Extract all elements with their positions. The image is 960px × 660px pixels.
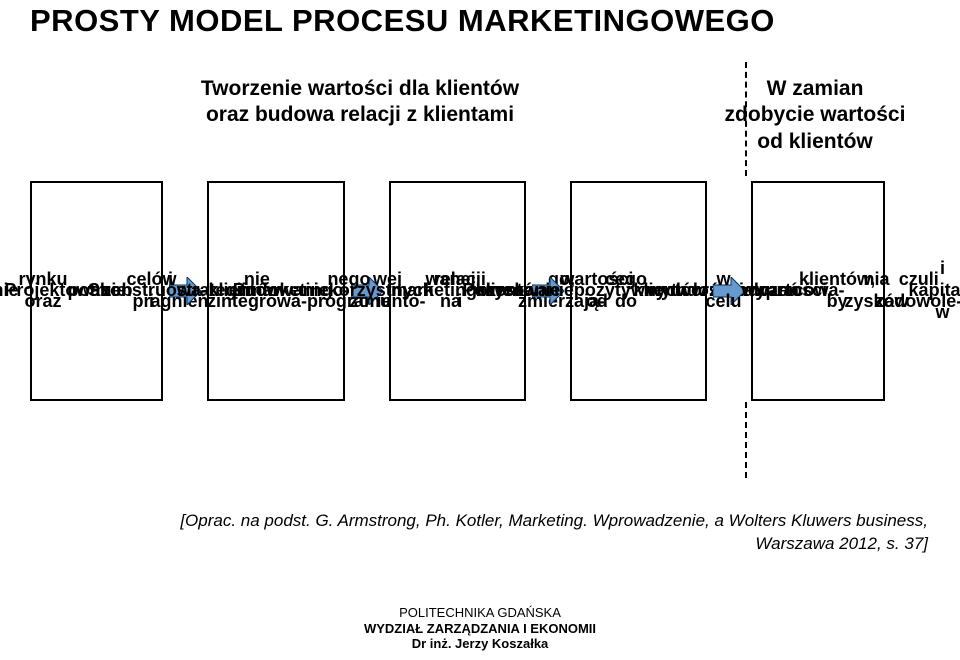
subtitle-left-l1: Tworzenie wartości dla klientów: [201, 77, 519, 100]
citation-l1: [Oprac. na podst. G. Armstrong, Ph. Kotl…: [180, 511, 928, 530]
box-line: wartości od: [560, 269, 633, 313]
citation: [Oprac. na podst. G. Armstrong, Ph. Kotl…: [180, 510, 928, 556]
footer-l2: WYDZIAŁ ZARZĄDZANIA I EKONOMII: [0, 621, 960, 637]
box-line: klientów: [633, 280, 705, 302]
box-line: i kapitału w: [909, 258, 960, 324]
flow-row: Zrozumienierynku orazpotrzebi pragnieńkl…: [30, 181, 930, 401]
box-line: Skonstruowa-: [88, 280, 207, 302]
subtitle-right: W zamian zdobycie wartości od klientów: [640, 76, 930, 155]
subtitle-right-l3: od klientów: [757, 130, 873, 153]
page: PROSTY MODEL PROCESU MARKETINGOWEGO Twor…: [0, 0, 960, 660]
subtitle-left-l2: oraz budowa relacji z klientami: [206, 103, 514, 126]
box-5: Pozyskaniewartości odklientóww celuwypra…: [751, 181, 885, 401]
divider-dash-bottom: [745, 402, 747, 478]
subtitle-left: Tworzenie wartości dla klientów oraz bud…: [30, 76, 640, 155]
footer: POLITECHNIKA GDAŃSKA WYDZIAŁ ZARZĄDZANIA…: [0, 605, 960, 652]
citation-l2: Warszawa 2012, s. 37]: [755, 534, 928, 553]
box-line: wypracowa-: [741, 280, 844, 302]
subtitle-right-l2: zdobycie wartości: [725, 103, 906, 126]
subtitle-right-l1: W zamian: [767, 77, 864, 100]
box-line: Budowanie: [233, 280, 329, 302]
divider-dash-top: [745, 62, 747, 176]
box-line: korzystnych: [329, 280, 434, 302]
box-line: nia zysków: [845, 269, 909, 313]
box-line: Pozyskanie: [462, 280, 560, 302]
subtitle-row: Tworzenie wartości dla klientów oraz bud…: [30, 76, 930, 155]
box-line: w celu: [705, 269, 741, 313]
footer-l1: POLITECHNIKA GDAŃSKA: [0, 605, 960, 621]
footer-l3: Dr inż. Jerzy Koszałka: [0, 636, 960, 652]
page-title: PROSTY MODEL PROCESU MARKETINGOWEGO: [30, 0, 930, 38]
